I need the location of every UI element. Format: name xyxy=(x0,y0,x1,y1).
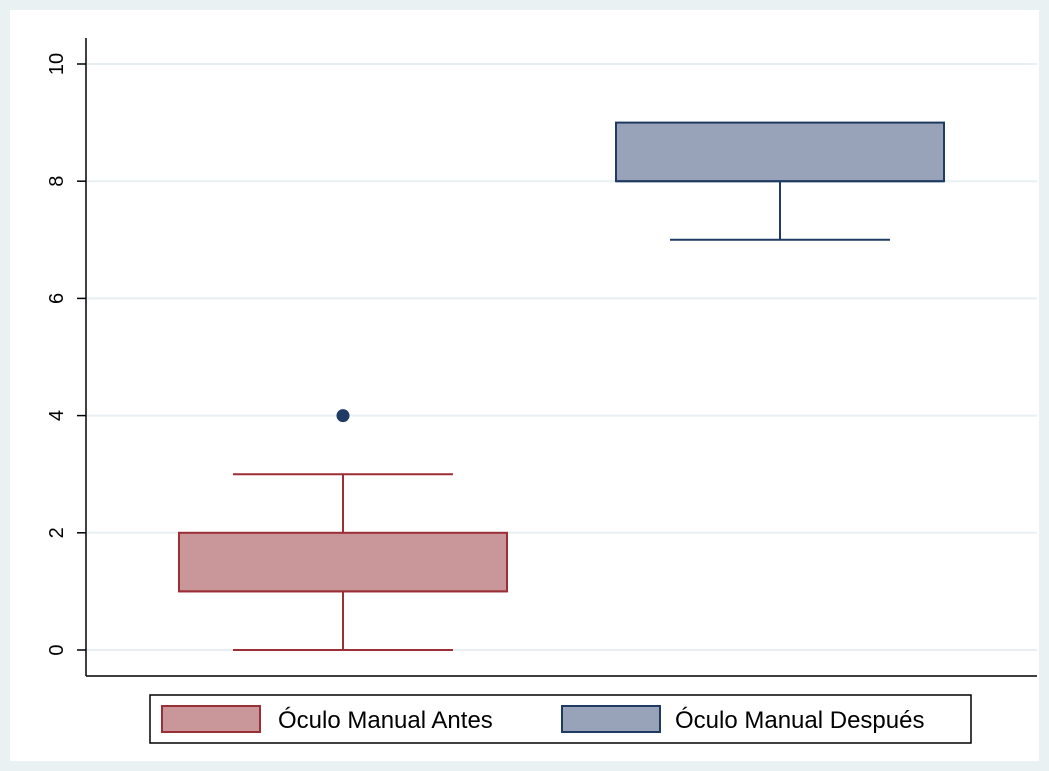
box-iqr xyxy=(615,121,945,183)
legend-key-2 xyxy=(561,705,661,733)
y-tick-label-10: 10 xyxy=(46,53,68,75)
y-tick-label-6: 6 xyxy=(46,293,68,304)
box-iqr xyxy=(178,531,508,593)
box-2 xyxy=(615,121,945,241)
legend-box xyxy=(149,694,972,744)
legend: Óculo Manual Antes Óculo Manual Después xyxy=(149,694,972,744)
outlier-point xyxy=(336,409,350,423)
y-axis: 0 2 4 6 8 10 xyxy=(46,38,87,676)
y-tick-label-2: 2 xyxy=(46,527,68,538)
legend-label-2: Óculo Manual Después xyxy=(675,707,924,734)
legend-key-1 xyxy=(161,705,261,733)
legend-label-1: Óculo Manual Antes xyxy=(278,707,493,734)
y-tick-label-8: 8 xyxy=(46,176,68,187)
box-series xyxy=(178,121,945,651)
box-1 xyxy=(178,409,508,651)
y-tick-label-4: 4 xyxy=(46,410,68,421)
y-tick-label-0: 0 xyxy=(46,644,68,655)
